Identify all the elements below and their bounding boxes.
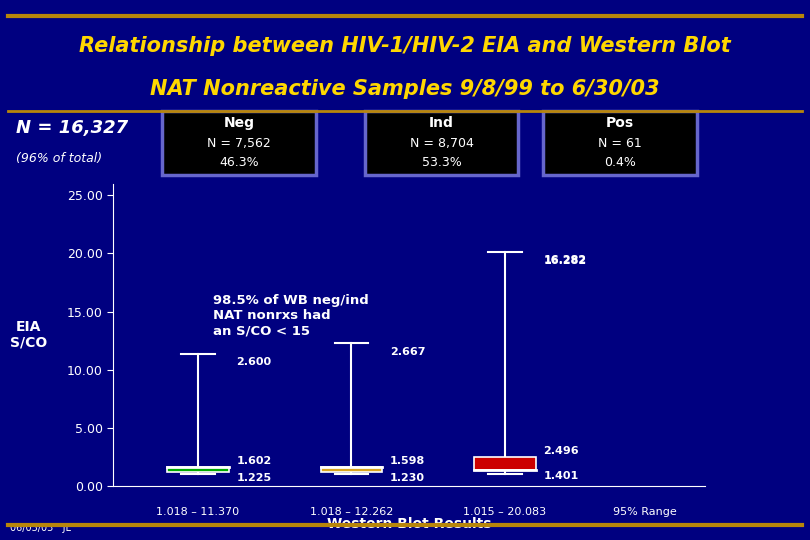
- Text: NAT Nonreactive Samples 9/8/99 to 6/30/03: NAT Nonreactive Samples 9/8/99 to 6/30/0…: [150, 79, 660, 99]
- Bar: [321, 468, 382, 472]
- Text: 2.496: 2.496: [544, 446, 579, 456]
- Text: N = 16,327: N = 16,327: [16, 119, 128, 137]
- Text: 16.282: 16.282: [544, 256, 586, 266]
- Text: Pos: Pos: [606, 117, 633, 131]
- FancyBboxPatch shape: [543, 111, 697, 176]
- Y-axis label: EIA
S/CO: EIA S/CO: [10, 320, 47, 350]
- Text: 46.3%: 46.3%: [220, 156, 258, 169]
- Text: 1.598: 1.598: [390, 456, 425, 465]
- Text: Ind: Ind: [429, 117, 454, 131]
- Text: 1.225: 1.225: [237, 473, 271, 483]
- Text: N = 61: N = 61: [598, 137, 642, 150]
- Text: 1.018 – 12.262: 1.018 – 12.262: [309, 507, 393, 517]
- Bar: [167, 467, 228, 472]
- Text: 1.401: 1.401: [544, 471, 578, 481]
- FancyBboxPatch shape: [162, 111, 316, 176]
- Text: 1.602: 1.602: [237, 456, 271, 465]
- Text: 95% Range: 95% Range: [612, 507, 676, 517]
- X-axis label: Western Blot Results: Western Blot Results: [326, 517, 492, 531]
- Text: Relationship between HIV-1/HIV-2 EIA and Western Blot: Relationship between HIV-1/HIV-2 EIA and…: [79, 36, 731, 56]
- Text: 53.3%: 53.3%: [421, 156, 462, 169]
- Text: Neg: Neg: [224, 117, 254, 131]
- FancyBboxPatch shape: [364, 111, 518, 176]
- Text: 1.230: 1.230: [390, 473, 425, 483]
- Text: (96% of total): (96% of total): [16, 152, 102, 165]
- Text: N = 7,562: N = 7,562: [207, 137, 271, 150]
- Text: 1.015 – 20.083: 1.015 – 20.083: [463, 507, 547, 517]
- Text: 16.282: 16.282: [544, 255, 586, 265]
- Text: N = 8,704: N = 8,704: [410, 137, 473, 150]
- Text: 2.667: 2.667: [390, 347, 425, 357]
- Text: 98.5% of WB neg/ind
NAT nonrxs had
an S/CO < 15: 98.5% of WB neg/ind NAT nonrxs had an S/…: [213, 294, 369, 337]
- Text: 1.018 – 11.370: 1.018 – 11.370: [156, 507, 240, 517]
- Text: 06/03/03   JL: 06/03/03 JL: [10, 523, 71, 533]
- Bar: [475, 457, 535, 470]
- Text: 0.4%: 0.4%: [603, 156, 636, 169]
- Text: 2.600: 2.600: [237, 357, 271, 367]
